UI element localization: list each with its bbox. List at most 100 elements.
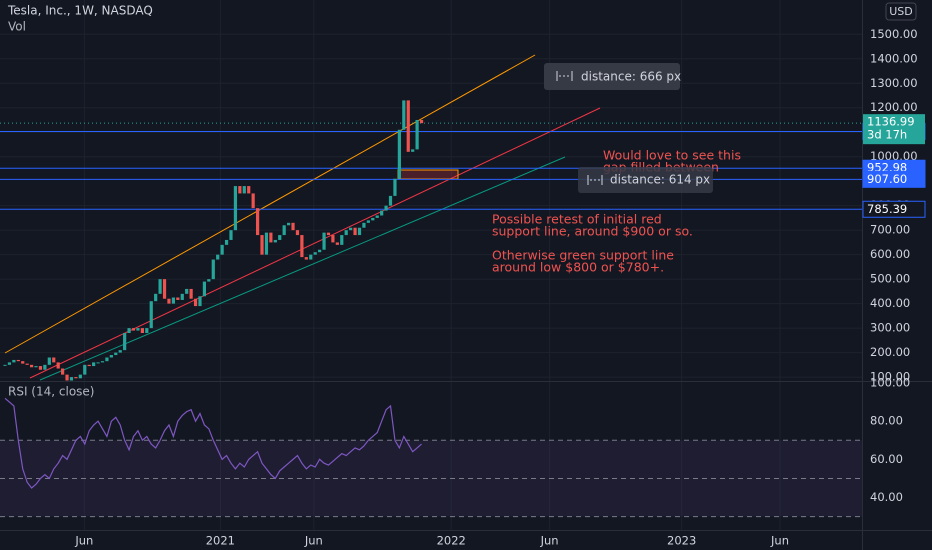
candle bbox=[83, 364, 87, 375]
trend-line-green[interactable] bbox=[39, 156, 566, 381]
rsi-line bbox=[4, 397, 422, 489]
candle bbox=[291, 222, 295, 231]
candle bbox=[52, 357, 56, 363]
y-tick-label: 80.00 bbox=[870, 414, 903, 428]
candle bbox=[100, 361, 105, 363]
candle bbox=[371, 217, 375, 221]
candle bbox=[96, 362, 100, 364]
candle bbox=[264, 232, 269, 255]
candle bbox=[109, 355, 113, 358]
candle bbox=[340, 235, 344, 245]
measurement[interactable]: distance: 614 px bbox=[578, 167, 713, 193]
measure-icon bbox=[556, 71, 573, 81]
candle bbox=[118, 350, 122, 353]
x-tick-label: 2023 bbox=[667, 534, 696, 548]
candle bbox=[216, 254, 220, 260]
y-tick-label: 1200.00 bbox=[870, 100, 918, 114]
candle bbox=[65, 374, 69, 381]
candle bbox=[78, 374, 82, 379]
measure-icon bbox=[587, 175, 603, 185]
trend-line-red[interactable] bbox=[29, 107, 601, 379]
last-price-label: 1136.99 bbox=[867, 115, 915, 129]
candle bbox=[349, 227, 353, 231]
candle bbox=[211, 259, 215, 280]
x-tick-label: Jun bbox=[304, 534, 323, 548]
measurement-box bbox=[544, 63, 680, 90]
measurement[interactable]: distance: 666 px bbox=[544, 63, 681, 90]
candle bbox=[273, 239, 277, 243]
rsi-panel bbox=[0, 397, 862, 518]
candle bbox=[309, 254, 313, 260]
candle bbox=[229, 230, 233, 240]
rsi-label: RSI (14, close) bbox=[8, 385, 94, 399]
candle bbox=[29, 364, 34, 368]
candle bbox=[375, 215, 379, 218]
candle bbox=[393, 178, 397, 196]
candle bbox=[220, 244, 224, 255]
candle bbox=[136, 328, 140, 331]
candle bbox=[3, 364, 7, 366]
candle bbox=[357, 227, 362, 236]
last-price-tag bbox=[863, 114, 925, 145]
x-tick-label: Jun bbox=[74, 534, 93, 548]
candle bbox=[282, 225, 286, 236]
candle bbox=[380, 210, 384, 216]
currency-badge[interactable] bbox=[885, 2, 917, 21]
candle bbox=[242, 186, 246, 194]
y-tick-label: 300.00 bbox=[870, 321, 910, 335]
levels bbox=[0, 122, 862, 210]
candle bbox=[171, 297, 175, 304]
gap-rectangle[interactable] bbox=[397, 169, 459, 180]
candle bbox=[224, 239, 229, 245]
y-tick-label: 600.00 bbox=[870, 247, 910, 261]
candles bbox=[3, 100, 424, 381]
candle bbox=[247, 186, 251, 194]
candle bbox=[123, 333, 127, 351]
candle bbox=[238, 186, 242, 194]
candle bbox=[21, 361, 25, 364]
y-tick-label: 1000.00 bbox=[870, 149, 918, 163]
level-tag bbox=[862, 170, 926, 188]
candle bbox=[16, 359, 20, 362]
trend-line-orange[interactable] bbox=[4, 54, 536, 354]
candle bbox=[202, 281, 207, 297]
candle bbox=[176, 297, 180, 300]
candle bbox=[189, 288, 193, 299]
candle bbox=[318, 249, 322, 253]
candle bbox=[43, 364, 47, 370]
y-tick-label: 200.00 bbox=[870, 345, 910, 359]
annotation: Would love to see this bbox=[603, 148, 741, 163]
candle bbox=[47, 357, 51, 365]
level-label: 785.39 bbox=[867, 202, 907, 216]
y-tick-label: 40.00 bbox=[870, 490, 903, 504]
candle bbox=[335, 242, 339, 245]
candle bbox=[326, 232, 331, 236]
candle bbox=[233, 186, 238, 231]
candle bbox=[131, 328, 136, 331]
candle bbox=[415, 119, 419, 150]
countdown: 3d 17h bbox=[867, 128, 907, 142]
candle bbox=[406, 100, 410, 152]
measurement-label: distance: 614 px bbox=[610, 173, 710, 187]
candle bbox=[158, 279, 162, 294]
candle bbox=[74, 377, 78, 379]
candle bbox=[167, 298, 171, 304]
candle bbox=[419, 119, 424, 124]
candle bbox=[114, 352, 118, 356]
candle bbox=[193, 298, 198, 307]
candle bbox=[7, 362, 12, 365]
candle bbox=[145, 328, 149, 334]
y-tick-label: 400.00 bbox=[870, 296, 910, 310]
candle bbox=[140, 328, 144, 334]
symbol-title[interactable]: Tesla, Inc., 1W, NASDAQ bbox=[7, 4, 153, 18]
candle bbox=[198, 296, 202, 307]
candle bbox=[304, 257, 308, 260]
candle bbox=[331, 235, 335, 243]
candle bbox=[388, 195, 393, 206]
candle bbox=[402, 100, 406, 130]
measurement-label: distance: 666 px bbox=[581, 70, 681, 84]
candle bbox=[154, 293, 158, 302]
candle bbox=[353, 227, 357, 236]
